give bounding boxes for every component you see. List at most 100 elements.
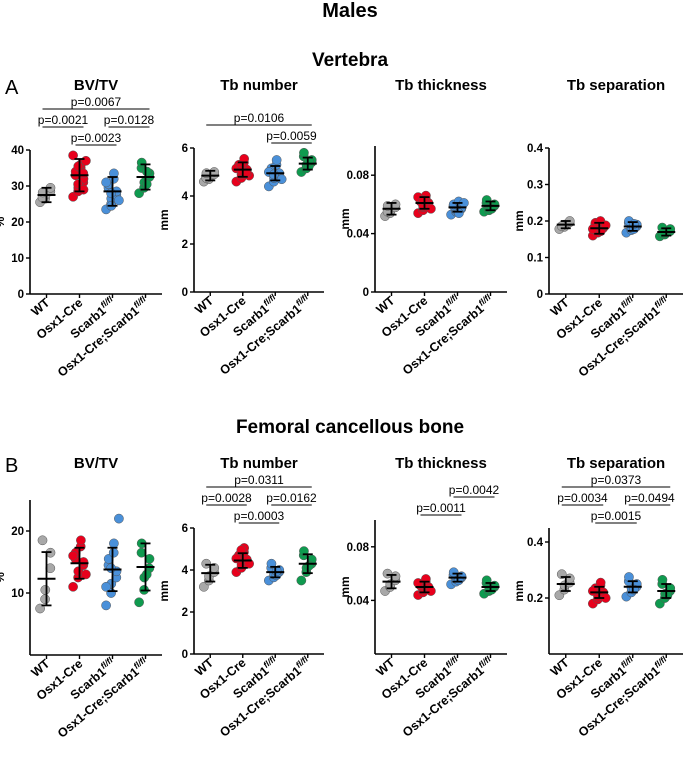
x-tick-label: WT	[374, 293, 398, 316]
y-tick-label: 0.04	[347, 595, 370, 607]
panel-letter-a: A	[5, 77, 19, 99]
figure-title: Males	[322, 0, 378, 22]
y-tick-label: 0	[182, 287, 188, 299]
y-tick-label: 0.2	[527, 216, 543, 228]
x-tick-label: WT	[29, 295, 53, 318]
data-point	[68, 581, 78, 592]
y-tick-label: 4	[182, 565, 189, 577]
data-point	[81, 569, 91, 580]
y-tick-label: 10	[11, 253, 24, 265]
panel-femoral-cancellous-bone-tb-thickness: Tb thickness0.040.08mmWTOsx1-CreScarb1fl…	[338, 455, 507, 740]
p-value-label: p=0.0059	[266, 129, 317, 143]
y-tick-label: 6	[182, 143, 188, 155]
y-axis-label: mm	[157, 580, 171, 601]
panel-vertebra-tb-number: Tb number0246mmWTOsx1-CreScarb1fl/flOsx1…	[157, 77, 324, 378]
data-point	[454, 208, 464, 219]
data-point	[73, 161, 84, 172]
y-tick-label: 10	[11, 588, 24, 600]
data-point	[296, 575, 307, 586]
panels-layer: BV/TV010203040%WTOsx1-CreScarb1fl/flOsx1…	[0, 77, 683, 741]
p-value-label: p=0.0015	[591, 509, 642, 523]
p-value-label: p=0.0128	[104, 113, 155, 127]
data-point	[141, 569, 152, 580]
y-axis-label: %	[0, 572, 7, 583]
panel-vertebra-tb-separation: Tb separation00.10.20.30.4mmWTOsx1-CreSc…	[512, 77, 683, 380]
y-tick-label: 0	[363, 287, 369, 299]
y-tick-label: 0.1	[527, 253, 544, 265]
panel-title: Tb number	[220, 455, 298, 472]
data-point	[304, 560, 314, 571]
panel-femoral-cancellous-bone-bv-tv: BV/TV1020%WTOsx1-CreScarb1fl/flOsx1-Cre;…	[0, 455, 162, 741]
y-tick-label: 20	[11, 217, 24, 229]
y-axis-label: mm	[512, 580, 526, 601]
x-tick-label: WT	[192, 655, 216, 678]
y-tick-label: 2	[182, 607, 188, 619]
data-point	[106, 563, 116, 574]
panel-letter-b: B	[5, 455, 18, 477]
p-value-label: p=0.0067	[71, 95, 122, 109]
p-value-label: p=0.0003	[234, 509, 285, 523]
p-value-label: p=0.0028	[201, 491, 252, 505]
data-point	[271, 155, 282, 165]
y-tick-label: 0	[18, 289, 24, 301]
data-point	[141, 179, 152, 190]
panel-title: Tb separation	[567, 455, 665, 472]
y-tick-label: 0	[182, 649, 188, 661]
data-point	[201, 558, 212, 569]
data-point	[81, 155, 91, 166]
panel-title: BV/TV	[74, 77, 118, 94]
x-tick-label: WT	[192, 293, 216, 316]
data-point	[37, 535, 48, 546]
data-point	[101, 600, 111, 611]
data-point	[142, 166, 152, 177]
y-tick-label: 40	[11, 145, 24, 157]
data-point	[588, 586, 598, 596]
y-axis-label: mm	[157, 209, 171, 230]
panel-vertebra-tb-thickness: Tb thickness00.040.08mmWTOsx1-CreScarb1f…	[338, 77, 507, 378]
data-point	[40, 585, 51, 595]
data-point	[114, 513, 124, 524]
data-point	[108, 547, 119, 558]
section-title-femoral: Femoral cancellous bone	[236, 417, 464, 438]
data-point	[40, 594, 50, 605]
y-tick-label: 0.3	[527, 180, 543, 192]
p-value-label: p=0.0011	[416, 501, 466, 515]
p-value-label: p=0.0021	[38, 113, 89, 127]
panel-title: Tb number	[220, 77, 298, 94]
y-tick-label: 2	[182, 239, 188, 251]
data-point	[269, 169, 279, 180]
data-point	[101, 581, 111, 592]
x-tick-label: WT	[29, 656, 53, 679]
y-tick-label: 0.08	[347, 542, 370, 554]
p-value-label: p=0.0162	[266, 491, 317, 505]
data-point	[106, 188, 116, 199]
p-value-label: p=0.0042	[449, 483, 500, 497]
data-point	[109, 538, 119, 549]
data-point	[68, 550, 78, 561]
y-tick-label: 4	[182, 191, 189, 203]
data-point	[109, 168, 119, 179]
y-tick-label: 0.2	[527, 593, 543, 605]
section-title-vertebra: Vertebra	[312, 50, 388, 71]
data-point	[68, 150, 78, 161]
data-point	[276, 174, 287, 185]
x-tick-label: WT	[548, 295, 572, 318]
y-tick-label: 0.4	[527, 537, 544, 549]
data-point	[624, 572, 634, 582]
data-point	[382, 568, 393, 579]
x-tick-label: WT	[548, 655, 572, 678]
y-tick-label: 6	[182, 523, 188, 535]
data-point	[271, 566, 282, 576]
data-point	[657, 574, 668, 585]
data-point	[114, 195, 124, 206]
data-point	[101, 177, 111, 188]
panel-femoral-cancellous-bone-tb-number: Tb number0246mmWTOsx1-CreScarb1fl/flOsx1…	[157, 455, 324, 740]
p-value-label: p=0.0373	[591, 473, 642, 487]
y-axis-label: mm	[338, 576, 352, 597]
data-point	[231, 553, 242, 564]
y-axis-label: mm	[338, 208, 352, 229]
panel-title: Tb separation	[567, 77, 665, 94]
panel-vertebra-bv-tv: BV/TV010203040%WTOsx1-CreScarb1fl/flOsx1…	[0, 77, 162, 380]
panel-title: Tb thickness	[395, 77, 487, 94]
